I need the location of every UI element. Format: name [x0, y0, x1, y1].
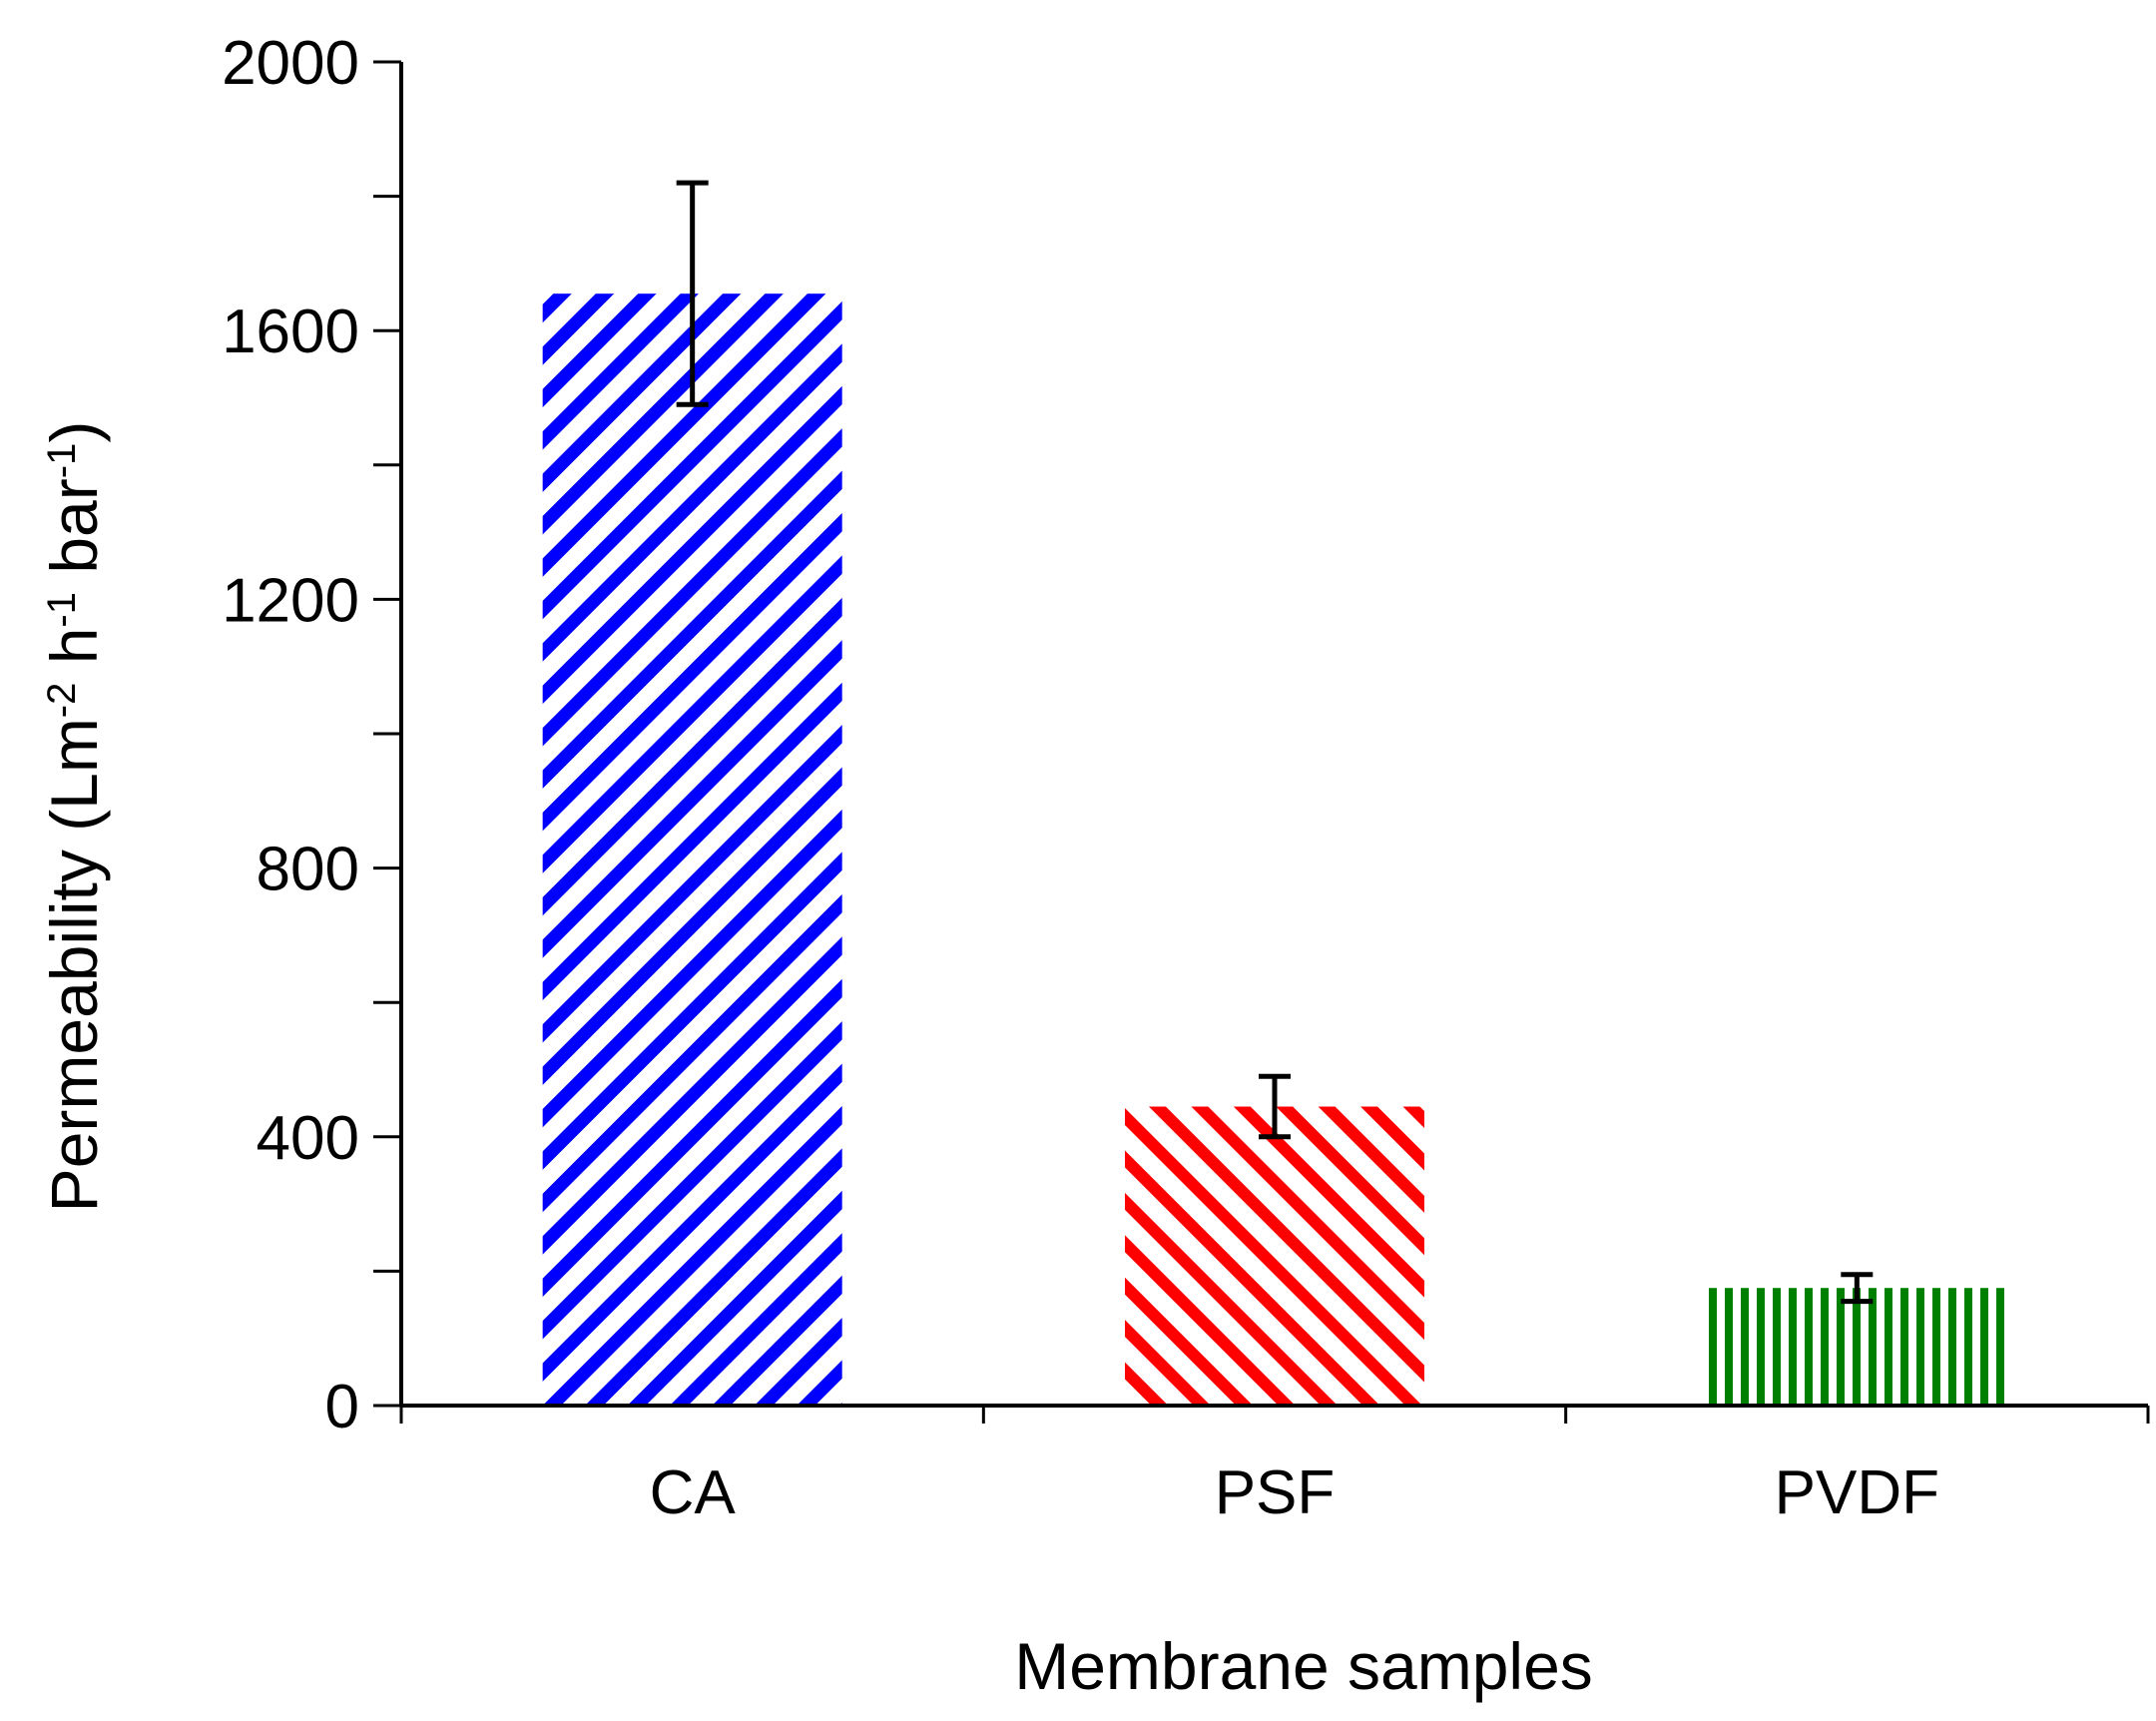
y-tick-label: 1600	[222, 297, 359, 366]
bar-psf	[1125, 1106, 1424, 1406]
x-ticks-group: CA PSF PVDF	[399, 1406, 2150, 1527]
y-tick-label: 0	[325, 1373, 359, 1441]
error-bars-group	[676, 180, 1874, 1305]
x-tick-label-ca: CA	[650, 1458, 737, 1527]
y-ticks-group: 0 400 800 1200 1600 2000	[222, 29, 401, 1441]
y-axis-title: Permeability (Lm-2 h-1 bar-1)	[37, 421, 111, 1213]
y-axis-title-sup-1: -2	[40, 683, 84, 719]
bars-group	[542, 293, 2007, 1406]
y-tick-label: 800	[257, 836, 359, 904]
x-tick-label-pvdf: PVDF	[1775, 1458, 1939, 1527]
bar-ca	[542, 293, 842, 1406]
y-axis-title-sup-3: -1	[40, 443, 84, 479]
y-axis-title-mid-1: h	[37, 628, 111, 683]
y-tick-label: 1200	[222, 566, 359, 635]
y-tick-label: 400	[257, 1104, 359, 1173]
x-axis-title: Membrane samples	[1014, 1629, 1593, 1703]
y-axis-title-end: )	[37, 421, 111, 443]
y-axis-title-sup-2: -1	[40, 592, 84, 628]
y-axis-title-main: Permeability (Lm	[37, 718, 111, 1212]
bar-pvdf	[1707, 1288, 2007, 1406]
x-tick-label-psf: PSF	[1215, 1458, 1336, 1527]
y-axis-title-mid-2: bar	[37, 478, 111, 592]
y-tick-label: 2000	[222, 29, 359, 98]
